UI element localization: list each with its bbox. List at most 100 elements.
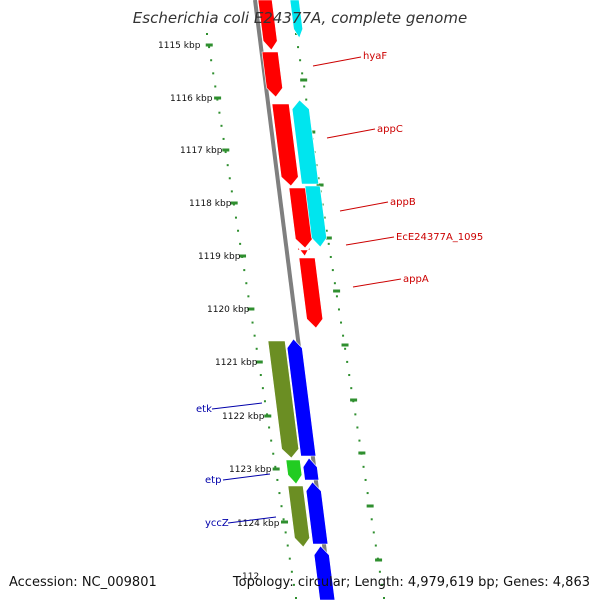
scale-dot (295, 33, 297, 35)
scale-dot (255, 347, 258, 350)
scale-dot (220, 124, 223, 127)
scale-dot (374, 544, 377, 547)
gene-label-hyaf: hyaF (363, 51, 387, 62)
gene-label-appc: appC (377, 124, 403, 135)
scale-dot (366, 492, 369, 495)
scale-dot (230, 190, 233, 193)
gene-label-leader (227, 516, 277, 524)
scale-dot (261, 387, 264, 390)
gene-arrow (271, 103, 299, 187)
gene-label-yccz: yccZ (205, 518, 229, 529)
scale-tick (324, 236, 332, 240)
scale-label: 1124 kbp (237, 519, 280, 529)
scale-label: 1122 kbp (222, 412, 265, 422)
scale-tick (222, 148, 230, 152)
scale-tick (358, 451, 366, 455)
gene-label-leader (352, 278, 402, 288)
scale-dot (317, 177, 320, 180)
scale-tick (316, 183, 324, 187)
gene-arrow (267, 340, 300, 459)
scale-label: 1117 kbp (180, 146, 223, 156)
scale-dot (243, 269, 246, 272)
scale-dot (380, 583, 383, 586)
scale-dot (329, 255, 332, 258)
scale-dot (340, 321, 343, 324)
gene-label-leader (339, 201, 389, 212)
gene-arrow (297, 245, 311, 257)
scale-dot (239, 242, 242, 245)
scale-dot (234, 216, 237, 219)
scale-tick (255, 360, 263, 364)
gene-label-ece24377a_1095: EcE24377A_1095 (396, 232, 483, 243)
scale-dot (276, 478, 279, 481)
scale-dot (206, 33, 208, 35)
gene-arrow (286, 338, 317, 457)
scale-dot (337, 308, 340, 311)
scale-label: 1119 kbp (198, 252, 241, 262)
scale-dot (288, 557, 291, 560)
scale-tick (205, 43, 213, 47)
gene-label-leader (326, 128, 376, 139)
scale-dot (216, 98, 219, 101)
scale-dot (325, 229, 328, 232)
scale-dot (272, 452, 275, 455)
scale-dot (299, 59, 302, 62)
scale-dot (268, 426, 271, 429)
scale-dot (214, 85, 217, 88)
scale-dot (305, 98, 308, 101)
scale-dot (278, 492, 281, 495)
scale-tick (366, 504, 374, 508)
scale-dot (297, 46, 300, 49)
scale-dot (346, 360, 349, 363)
scale-tick (341, 343, 349, 347)
scale-dot (237, 229, 240, 232)
scale-label: 1115 kbp (158, 41, 201, 51)
scale-dot (253, 334, 256, 337)
scale-dot (274, 465, 277, 468)
scale-dot (212, 72, 215, 75)
scale-dot (344, 347, 347, 350)
scale-tick (272, 467, 280, 471)
scale-dot (224, 151, 227, 154)
gene-label-leader (211, 402, 263, 410)
gene-arrow (257, 0, 278, 51)
gene-arrow (291, 99, 320, 185)
scale-tick (264, 414, 272, 418)
scale-dot (232, 203, 235, 206)
scale-label: 112 (242, 572, 259, 582)
scale-dot (290, 570, 293, 573)
scale-dot (364, 478, 367, 481)
scale-dot (286, 544, 289, 547)
gene-arrow (298, 257, 324, 329)
scale-dot (247, 295, 250, 298)
scale-dot (303, 85, 306, 88)
scale-dot (208, 46, 211, 49)
scale-dot (245, 282, 248, 285)
scale-dot (301, 72, 304, 75)
gene-label-appb: appB (390, 197, 416, 208)
scale-dot (251, 321, 254, 324)
scale-tick (375, 558, 383, 562)
gene-arrow (288, 187, 313, 249)
scale-dot (348, 374, 351, 377)
gene-label-leader (222, 473, 271, 481)
scale-label: 1116 kbp (170, 94, 213, 104)
scale-tick (300, 78, 308, 82)
scale-dot (218, 111, 221, 114)
scale-dot (354, 413, 357, 416)
scale-dot (331, 269, 334, 272)
scale-dot (284, 531, 287, 534)
scale-dot (270, 439, 273, 442)
scale-tick (239, 254, 247, 258)
scale-dot (226, 164, 229, 167)
scale-dot (356, 426, 359, 429)
gene-arrow (285, 459, 303, 485)
gene-arrow (304, 185, 327, 248)
gene-label-leader (345, 236, 395, 246)
scale-dot (228, 177, 231, 180)
gene-label-etk: etk (196, 404, 212, 415)
scale-dot (342, 334, 345, 337)
gene-arrow (302, 457, 320, 481)
gene-label-etp: etp (205, 475, 221, 486)
